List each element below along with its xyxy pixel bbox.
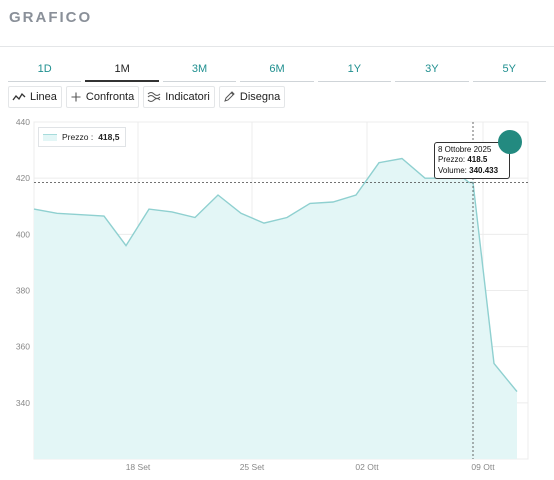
tab-3y[interactable]: 3Y	[395, 60, 469, 82]
header-divider	[0, 46, 554, 47]
compare-button-label: Confronta	[85, 91, 135, 103]
y-tick-label: 420	[16, 173, 30, 183]
y-tick-label: 400	[16, 229, 30, 239]
period-tabs: 1D 1M 3M 6M 1Y 3Y 5Y	[6, 60, 548, 82]
x-tick-label: 02 Ott	[355, 462, 379, 472]
line-chart-icon	[12, 91, 26, 103]
tab-5y[interactable]: 5Y	[472, 60, 546, 82]
tab-1m[interactable]: 1M	[85, 60, 159, 82]
x-tick-label: 25 Set	[240, 462, 265, 472]
y-tick-label: 340	[16, 398, 30, 408]
tab-1d[interactable]: 1D	[8, 60, 82, 82]
line-button-label: Linea	[30, 91, 57, 103]
scroll-top-button[interactable]	[498, 130, 522, 154]
chart-toolbar: Linea Confronta Indicatori Disegna	[8, 86, 286, 108]
line-button[interactable]: Linea	[8, 86, 62, 108]
chart-legend: Prezzo : 418,5	[38, 127, 126, 147]
chart-tooltip: 8 Ottobre 2025 Prezzo: 418.5 Volume: 340…	[434, 142, 510, 179]
price-area	[34, 158, 517, 459]
page-title: GRAFICO	[9, 9, 93, 26]
x-tick-label: 18 Set	[126, 462, 151, 472]
tooltip-price-value: 418.5	[467, 155, 488, 165]
legend-label: Prezzo :	[62, 132, 94, 142]
compare-button[interactable]: Confronta	[65, 86, 140, 108]
x-tick-label: 09 Ott	[471, 462, 495, 472]
price-chart-svg[interactable]: 340 360 380 400 420 440 18 Set 25 Set 02 Ott 09 O…	[0, 112, 554, 480]
tooltip-volume-row: Volume: 340.433	[438, 166, 506, 176]
indicators-icon	[147, 91, 161, 103]
legend-value: 418,5	[98, 132, 120, 142]
pencil-icon	[223, 91, 236, 103]
tab-3m[interactable]: 3M	[162, 60, 237, 82]
y-tick-label: 380	[16, 286, 30, 296]
tooltip-price-row: Prezzo: 418.5	[438, 155, 506, 165]
y-tick-label: 440	[16, 117, 30, 127]
plus-icon	[70, 91, 82, 103]
price-chart[interactable]: 340 360 380 400 420 440 18 Set 25 Set 02 Ott 09 O…	[0, 112, 554, 480]
draw-button-label: Disegna	[239, 91, 281, 103]
draw-button[interactable]: Disegna	[218, 86, 286, 108]
tooltip-price-label: Prezzo:	[438, 155, 466, 165]
indicators-button-label: Indicatori	[165, 91, 210, 103]
y-tick-label: 360	[16, 342, 30, 352]
tooltip-volume-label: Volume:	[438, 165, 467, 175]
tooltip-volume-value: 340.433	[469, 165, 499, 175]
legend-swatch	[43, 133, 57, 141]
tab-6m[interactable]: 6M	[240, 60, 314, 82]
indicators-button[interactable]: Indicatori	[143, 86, 215, 108]
tooltip-date: 8 Ottobre 2025	[438, 145, 492, 154]
tab-1y[interactable]: 1Y	[317, 60, 392, 82]
